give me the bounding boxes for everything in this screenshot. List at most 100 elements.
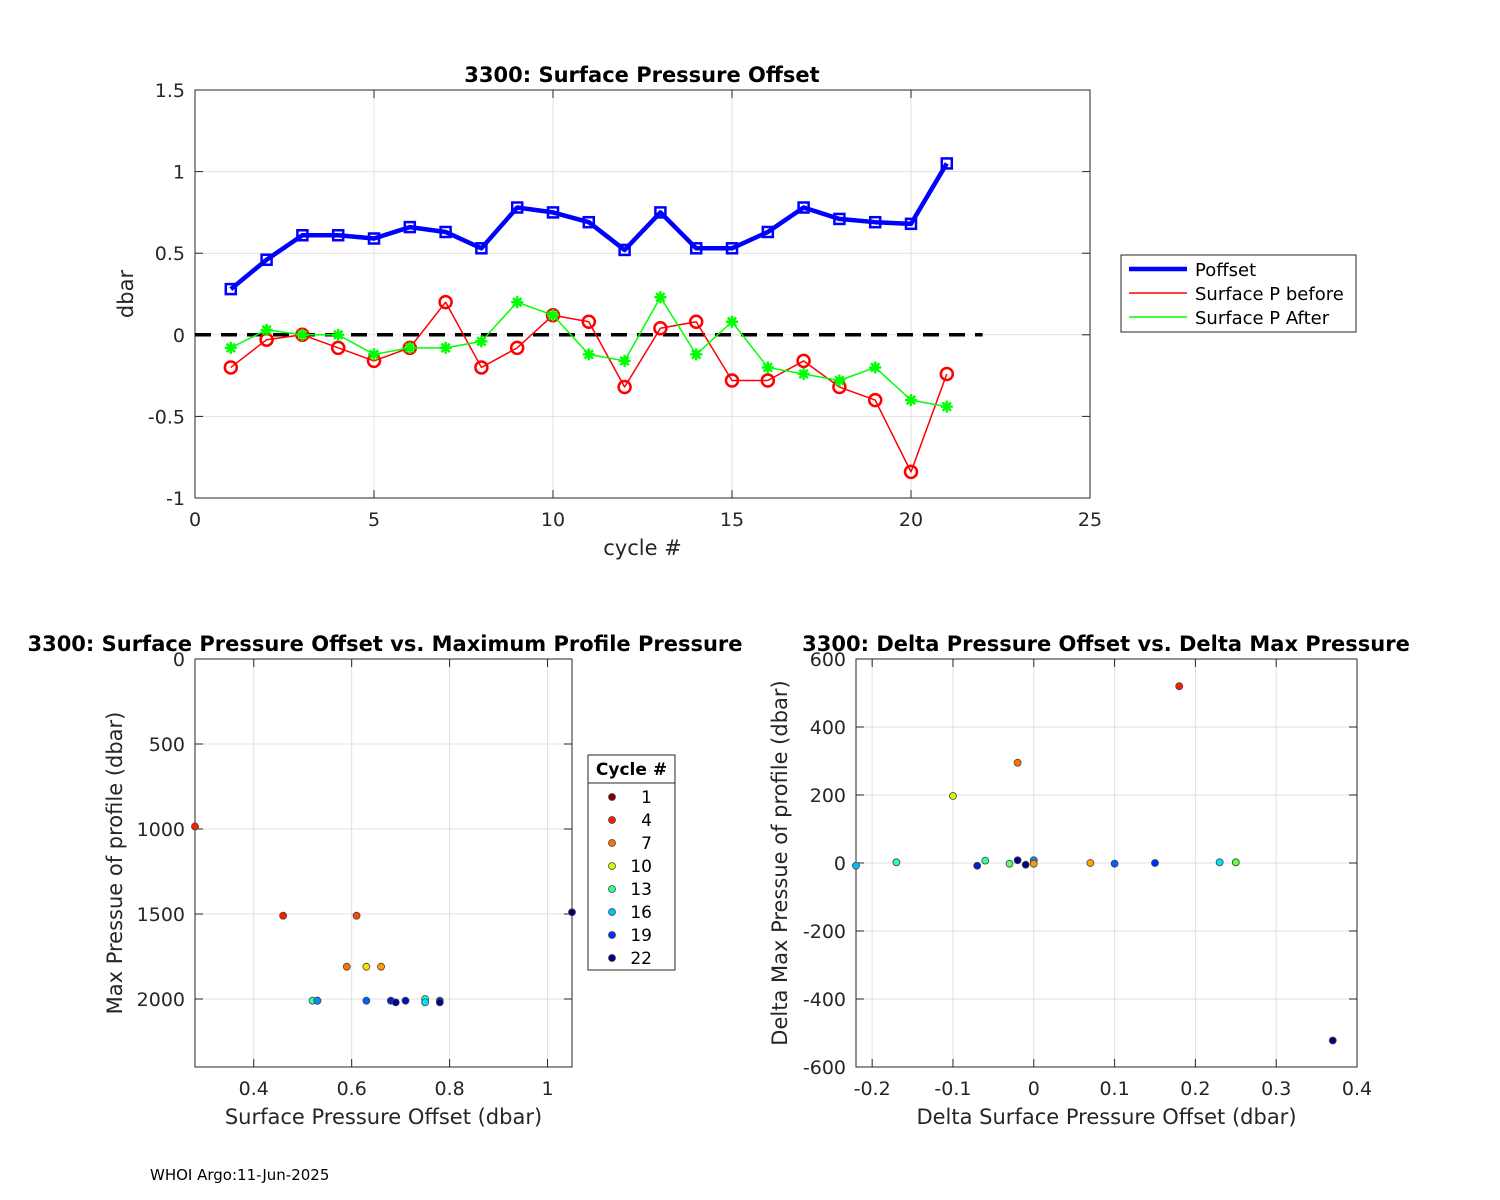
data-point	[403, 341, 416, 354]
legend-label: 19	[630, 926, 652, 946]
x-axis-label: cycle #	[603, 536, 682, 560]
data-point	[1175, 682, 1184, 691]
data-point	[940, 157, 954, 170]
x-tick-label: 0	[189, 509, 201, 531]
series-line	[229, 162, 949, 291]
axes-frame	[194, 89, 1091, 499]
data-point	[224, 341, 237, 354]
y-tick-label: 0	[173, 325, 185, 347]
data-point	[435, 998, 444, 1007]
data-point	[725, 242, 739, 255]
data-point	[279, 911, 288, 920]
data-point	[260, 253, 273, 266]
data-point	[475, 335, 488, 348]
data-point	[1151, 859, 1159, 867]
x-tick-label: -0.1	[934, 1078, 971, 1100]
data-point	[403, 220, 417, 234]
data-point	[1021, 860, 1030, 869]
data-point	[689, 242, 703, 255]
data-point	[868, 215, 882, 229]
footer-credit: WHOI Argo:11-Jun-2025	[150, 1166, 330, 1184]
x-tick-label: 0	[1028, 1078, 1040, 1100]
x-tick-label: 0.2	[1180, 1078, 1210, 1100]
data-point	[903, 464, 919, 480]
data-point	[797, 367, 810, 380]
data-point	[1013, 856, 1022, 865]
data-point	[939, 366, 955, 382]
data-point	[342, 962, 351, 971]
data-point	[1231, 858, 1240, 867]
data-point	[391, 998, 400, 1007]
x-tick-label: 25	[1078, 509, 1102, 531]
chart-title: 3300: Surface Pressure Offset	[464, 63, 819, 87]
y-tick-label: 0	[173, 649, 185, 671]
x-tick-label: 0.4	[239, 1078, 269, 1100]
legend-marker	[608, 862, 616, 870]
chart-title: 3300: Delta Pressure Offset vs. Delta Ma…	[802, 632, 1410, 656]
legend-box	[587, 754, 676, 971]
y-tick-label: 2000	[137, 989, 185, 1011]
data-point	[867, 392, 883, 408]
legend-label: 10	[630, 857, 652, 877]
legend-marker	[608, 793, 616, 801]
y-axis-label: Delta Max Pressue of profile (dbar)	[768, 680, 792, 1045]
x-tick-label: 15	[720, 509, 744, 531]
y-tick-label: 1.5	[155, 80, 185, 102]
legend-marker	[608, 839, 616, 847]
x-tick-label: -0.2	[854, 1078, 891, 1100]
data-point	[869, 361, 882, 374]
data-point	[367, 232, 381, 245]
data-point	[726, 315, 738, 328]
chart-title: 3300: Surface Pressure Offset vs. Maximu…	[27, 632, 742, 656]
data-point	[439, 341, 452, 354]
x-axis-label: Delta Surface Pressure Offset (dbar)	[916, 1105, 1296, 1129]
data-point	[618, 354, 631, 367]
legend-marker	[608, 908, 616, 916]
y-tick-label: 1500	[137, 904, 185, 926]
legend-marker	[608, 931, 616, 939]
data-point	[618, 243, 631, 257]
data-point	[796, 353, 811, 369]
data-point	[296, 228, 309, 242]
y-tick-label: 0.5	[155, 243, 185, 265]
data-point	[377, 962, 385, 971]
data-point	[1013, 758, 1022, 767]
data-point	[949, 792, 957, 800]
data-point	[1086, 859, 1095, 867]
data-point	[653, 321, 668, 336]
legend-label: 7	[641, 834, 652, 854]
legend-label: Surface P before	[1195, 284, 1344, 305]
data-point	[260, 323, 273, 336]
legend-label: 4	[641, 811, 652, 831]
y-tick-label: -600	[803, 1057, 846, 1079]
y-tick-label: 600	[810, 649, 846, 671]
data-point	[892, 858, 901, 867]
data-point	[546, 206, 560, 219]
y-tick-label: 0	[834, 853, 846, 875]
data-point	[547, 309, 559, 322]
data-point	[362, 996, 371, 1005]
data-point	[1328, 1036, 1337, 1045]
data-point	[905, 394, 917, 407]
legend-label: Surface P After	[1195, 308, 1330, 329]
data-point	[330, 340, 346, 356]
data-point	[760, 373, 776, 388]
legend-label: 22	[630, 949, 652, 969]
surface-pressure-offset-chart: 0 5 10 15 20 25 -1 -0.5 0 0.5 1 1.5 3300: Surface Pr…	[114, 63, 1357, 560]
data-point	[439, 225, 452, 239]
data-point	[581, 314, 597, 329]
x-tick-label: 0.3	[1261, 1078, 1291, 1100]
x-tick-label: 1	[541, 1078, 553, 1100]
data-point	[852, 861, 860, 870]
data-point	[511, 296, 524, 309]
x-tick-label: 0.8	[434, 1078, 464, 1100]
legend-label: 1	[641, 788, 652, 808]
x-tick-label: 0.1	[1099, 1078, 1129, 1100]
data-point	[654, 291, 667, 304]
data-point	[224, 282, 238, 296]
data-point	[761, 225, 775, 239]
data-point	[654, 206, 667, 219]
data-point	[582, 348, 595, 361]
